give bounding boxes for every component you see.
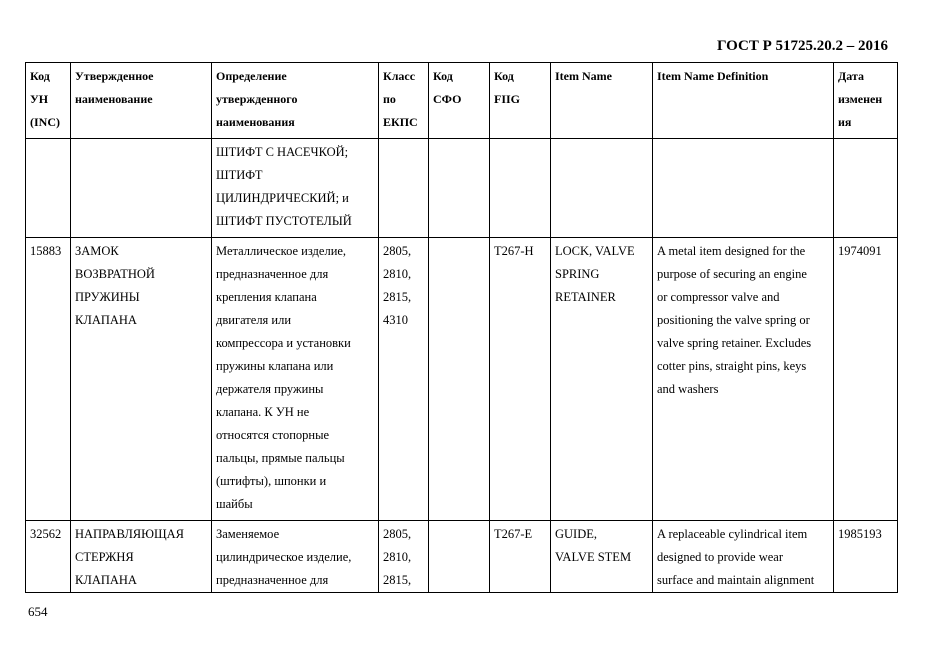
cell-definition: ШТИФТ С НАСЕЧКОЙ; ШТИФТ ЦИЛИНДРИЧЕСКИЙ; … bbox=[211, 138, 379, 238]
cell-item-name bbox=[550, 138, 653, 238]
page-number: 654 bbox=[28, 604, 48, 619]
cell-approved-name: НАПРАВЛЯЮЩАЯ СТЕРЖНЯ КЛАПАНА bbox=[70, 520, 212, 593]
table-header-row: Код УН (INC) Утвержденное наименование О… bbox=[25, 62, 898, 139]
cell-item-name: LOCK, VALVE SPRING RETAINER bbox=[550, 237, 653, 521]
col-header-item-definition: Item Name Definition bbox=[652, 62, 834, 139]
cell-sfo bbox=[428, 237, 490, 521]
col-header-approved-name: Утвержденное наименование bbox=[70, 62, 212, 139]
col-header-fiig: Код FIIG bbox=[489, 62, 551, 139]
col-header-inc: Код УН (INC) bbox=[25, 62, 71, 139]
table-row: 15883 ЗАМОК ВОЗВРАТНОЙ ПРУЖИНЫ КЛАПАНА Мет… bbox=[25, 237, 898, 521]
cell-definition: Заменяемое цилиндрическое изделие, предн… bbox=[211, 520, 379, 593]
cell-approved-name: ЗАМОК ВОЗВРАТНОЙ ПРУЖИНЫ КЛАПАНА bbox=[70, 237, 212, 521]
standard-designation: ГОСТ Р 51725.20.2 – 2016 bbox=[716, 38, 888, 54]
catalog-table: Код УН (INC) Утвержденное наименование О… bbox=[25, 62, 898, 593]
cell-item-definition bbox=[652, 138, 834, 238]
cell-sfo bbox=[428, 138, 490, 238]
cell-date: 1974091 bbox=[833, 237, 898, 521]
cell-sfo bbox=[428, 520, 490, 593]
cell-class bbox=[378, 138, 429, 238]
cell-date bbox=[833, 138, 898, 238]
col-header-class: Класс по ЕКПС bbox=[378, 62, 429, 139]
cell-fiig bbox=[489, 138, 551, 238]
table-row: ШТИФТ С НАСЕЧКОЙ; ШТИФТ ЦИЛИНДРИЧЕСКИЙ; … bbox=[25, 138, 898, 238]
cell-item-definition: A metal item designed for the purpose of… bbox=[652, 237, 834, 521]
col-header-sfo: Код СФО bbox=[428, 62, 490, 139]
cell-inc bbox=[25, 138, 71, 238]
cell-fiig: T267-H bbox=[489, 237, 551, 521]
cell-definition: Металлическое изделие, предназначенное д… bbox=[211, 237, 379, 521]
cell-approved-name bbox=[70, 138, 212, 238]
table-row: 32562 НАПРАВЛЯЮЩАЯ СТЕРЖНЯ КЛАПАНА Заменяе… bbox=[25, 520, 898, 593]
cell-item-definition: A replaceable cylindrical item designed … bbox=[652, 520, 834, 593]
col-header-item-name: Item Name bbox=[550, 62, 653, 139]
cell-class: 2805, 2810, 2815, bbox=[378, 520, 429, 593]
cell-item-name: GUIDE, VALVE STEM bbox=[550, 520, 653, 593]
col-header-date: Дата изменен ия bbox=[833, 62, 898, 139]
cell-fiig: T267-E bbox=[489, 520, 551, 593]
cell-class: 2805, 2810, 2815, 4310 bbox=[378, 237, 429, 521]
cell-inc: 15883 bbox=[25, 237, 71, 521]
cell-inc: 32562 bbox=[25, 520, 71, 593]
col-header-definition: Определение утвержденного наименования bbox=[211, 62, 379, 139]
cell-date: 1985193 bbox=[833, 520, 898, 593]
